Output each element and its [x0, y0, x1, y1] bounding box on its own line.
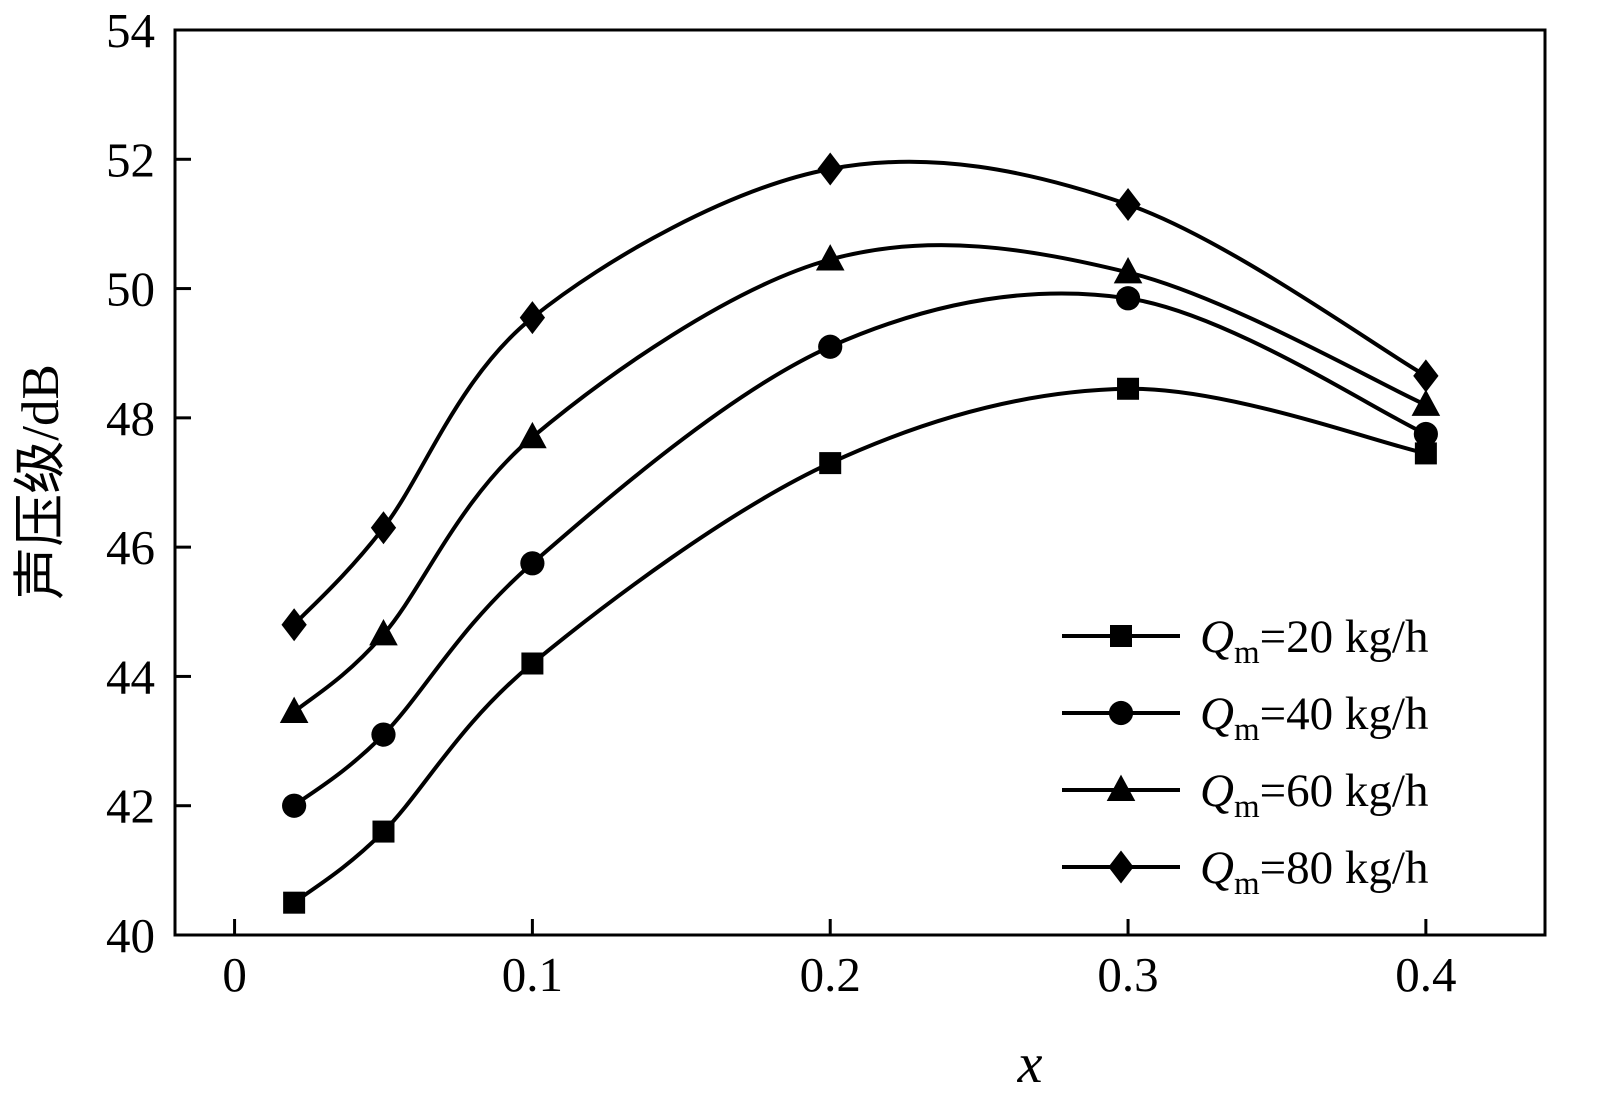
triangle-marker-icon: [1411, 389, 1441, 416]
legend-item: Qm=60 kg/h: [1062, 765, 1428, 825]
series-line: [292, 291, 1427, 808]
series-line: [292, 243, 1427, 714]
diamond-marker-icon: [1413, 359, 1439, 393]
x-tick-label: 0: [222, 947, 247, 1002]
x-axis-label: x: [1017, 1033, 1043, 1095]
circle-marker-icon: [818, 334, 843, 359]
diamond-marker-icon: [1115, 188, 1141, 222]
square-marker-icon: [521, 652, 544, 675]
legend-item: Qm=20 kg/h: [1062, 611, 1428, 671]
diamond-marker-icon: [370, 511, 397, 545]
legend-label: Qm=40 kg/h: [1200, 688, 1428, 748]
square-marker-icon: [372, 820, 395, 843]
series-triangle: [279, 243, 1441, 723]
y-axis-label: 声压级/dB: [12, 364, 70, 600]
y-tick-label: 46: [106, 520, 155, 575]
square-marker-icon: [1414, 442, 1437, 465]
circle-marker-icon: [520, 551, 545, 576]
y-tick-label: 48: [106, 391, 155, 446]
triangle-marker-icon: [279, 696, 309, 723]
series-diamond: [281, 152, 1439, 642]
circle-marker-icon: [1115, 286, 1141, 311]
diamond-marker-icon: [281, 608, 307, 642]
triangle-marker-icon: [518, 421, 547, 449]
legend: Qm=20 kg/h Qm=40 kg/h Qm=60 kg/h Qm=80 kg/h: [1062, 611, 1428, 902]
diamond-marker-icon: [1108, 850, 1134, 884]
series-circle: [282, 286, 1438, 818]
square-marker-icon: [1110, 625, 1132, 647]
legend-item: Qm=40 kg/h: [1062, 688, 1428, 748]
triangle-marker-icon: [1106, 774, 1136, 801]
x-tick-label: 0.4: [1395, 947, 1456, 1002]
triangle-marker-icon: [1113, 257, 1143, 284]
legend-label: Qm=20 kg/h: [1200, 611, 1428, 671]
square-marker-icon: [1117, 377, 1140, 400]
circle-marker-icon: [1108, 700, 1134, 726]
square-marker-icon: [819, 452, 842, 475]
triangle-marker-icon: [815, 244, 845, 271]
series-line: [292, 386, 1427, 905]
series-square: [283, 377, 1437, 914]
x-tick-label: 0.2: [800, 947, 861, 1002]
y-tick-label: 52: [106, 132, 155, 187]
legend-label: Qm=80 kg/h: [1200, 842, 1428, 902]
circle-marker-icon: [371, 722, 396, 747]
y-tick-label: 40: [106, 908, 155, 963]
y-tick-label: 54: [106, 3, 155, 58]
diamond-marker-icon: [817, 152, 843, 186]
triangle-marker-icon: [369, 619, 398, 646]
x-tick-label: 0.1: [502, 947, 563, 1002]
x-tick-label: 0.3: [1097, 947, 1158, 1002]
circle-marker-icon: [1413, 421, 1438, 447]
square-marker-icon: [283, 891, 306, 914]
circle-marker-icon: [282, 793, 307, 818]
y-tick-label: 50: [106, 262, 155, 317]
diamond-marker-icon: [519, 301, 546, 335]
y-tick-label: 44: [106, 649, 155, 704]
plot-frame: [173, 28, 1547, 937]
legend-item: Qm=80 kg/h: [1062, 842, 1428, 902]
legend-label: Qm=60 kg/h: [1200, 765, 1428, 825]
y-tick-label: 42: [106, 779, 155, 834]
